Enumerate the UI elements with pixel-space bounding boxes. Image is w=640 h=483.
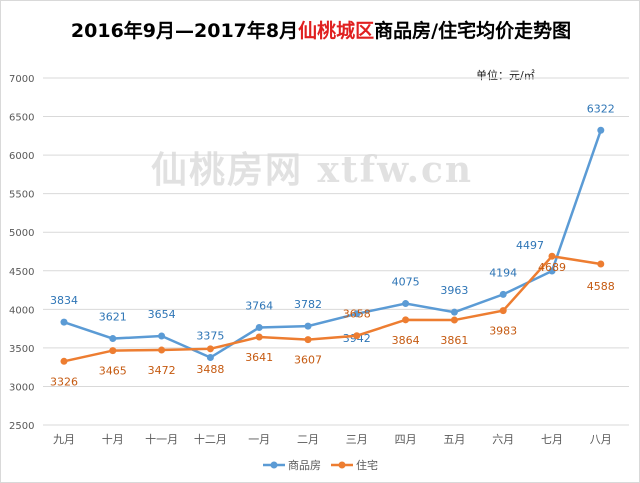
data-label: 3465 [99, 365, 127, 378]
x-tick-label: 三月 [346, 433, 368, 446]
data-label: 3864 [392, 334, 420, 347]
data-label: 3375 [196, 330, 224, 343]
data-point [60, 357, 68, 365]
y-tick-label: 4000 [9, 305, 34, 316]
data-label: 3834 [50, 294, 78, 307]
data-label: 3963 [440, 284, 468, 297]
data-label: 4689 [538, 261, 566, 274]
data-point [304, 336, 312, 344]
y-tick-label: 6500 [9, 113, 34, 124]
data-point [450, 316, 458, 324]
data-point [450, 308, 458, 316]
y-tick-label: 3500 [9, 344, 34, 355]
data-point [304, 322, 312, 330]
data-point [353, 332, 361, 340]
x-tick-label: 十月 [102, 432, 124, 446]
data-label: 4588 [587, 280, 615, 293]
x-tick-label: 九月 [53, 433, 75, 446]
data-point [206, 345, 214, 353]
x-tick-label: 十二月 [194, 432, 227, 446]
legend-marker [338, 461, 346, 469]
data-point [255, 333, 263, 341]
x-tick-label: 四月 [395, 433, 417, 446]
watermark: 仙桃房网 xtfw.cn [151, 149, 474, 191]
x-tick-label: 一月 [248, 433, 270, 446]
data-point [597, 260, 605, 268]
data-label: 3326 [50, 375, 78, 388]
y-tick-label: 7000 [9, 74, 34, 85]
series-line-0 [63, 129, 602, 359]
data-point [158, 346, 166, 354]
data-label: 3621 [99, 311, 127, 324]
data-point [402, 316, 410, 324]
x-tick-label: 十一月 [145, 432, 178, 446]
data-point [548, 252, 556, 260]
data-point [255, 324, 263, 332]
data-label: 4497 [516, 239, 544, 252]
data-point [206, 354, 214, 362]
y-tick-label: 3000 [9, 382, 34, 393]
y-tick-label: 6000 [9, 151, 34, 162]
data-point [499, 307, 507, 315]
x-tick-label: 二月 [297, 433, 319, 446]
legend-marker [270, 461, 278, 469]
y-tick-label: 2500 [9, 421, 34, 432]
chart-title: 2016年9月—2017年8月仙桃城区商品房/住宅均价走势图 [61, 19, 581, 43]
data-label: 3488 [196, 363, 224, 376]
x-tick-label: 五月 [443, 433, 465, 446]
data-point [353, 310, 361, 318]
data-label: 3861 [440, 334, 468, 347]
data-point [158, 332, 166, 340]
y-tick-label: 5500 [9, 190, 34, 201]
data-label: 3472 [148, 364, 176, 377]
data-point [597, 126, 605, 134]
title-highlight: 仙桃城区 [298, 20, 375, 42]
y-tick-label: 5000 [9, 228, 34, 239]
data-point [109, 335, 117, 343]
data-point [499, 290, 507, 298]
title-part-1: 2016年9月—2017年8月 [70, 20, 299, 42]
x-tick-label: 六月 [492, 433, 514, 446]
legend-label: 商品房 [288, 458, 321, 472]
data-label: 3607 [294, 354, 322, 367]
data-point [548, 267, 556, 275]
unit-label: 单位：元/㎡ [476, 69, 535, 82]
data-label: 3654 [148, 308, 176, 321]
data-label: 3658 [343, 308, 371, 321]
data-point [109, 347, 117, 355]
data-label: 4075 [392, 276, 420, 289]
x-tick-label: 八月 [590, 433, 612, 446]
data-label: 3782 [294, 298, 322, 311]
legend-label: 住宅 [356, 458, 378, 472]
y-tick-label: 4500 [9, 267, 34, 278]
series-line-1 [63, 254, 601, 363]
data-label: 3764 [245, 300, 273, 313]
data-label: 3983 [489, 325, 517, 338]
data-point [402, 300, 410, 308]
title-part-2: 商品房/住宅均价走势图 [374, 20, 572, 42]
data-label: 3641 [245, 351, 273, 364]
data-label: 6322 [587, 102, 615, 115]
x-tick-label: 七月 [541, 433, 563, 446]
data-point [60, 318, 68, 326]
data-label: 4194 [489, 266, 517, 279]
